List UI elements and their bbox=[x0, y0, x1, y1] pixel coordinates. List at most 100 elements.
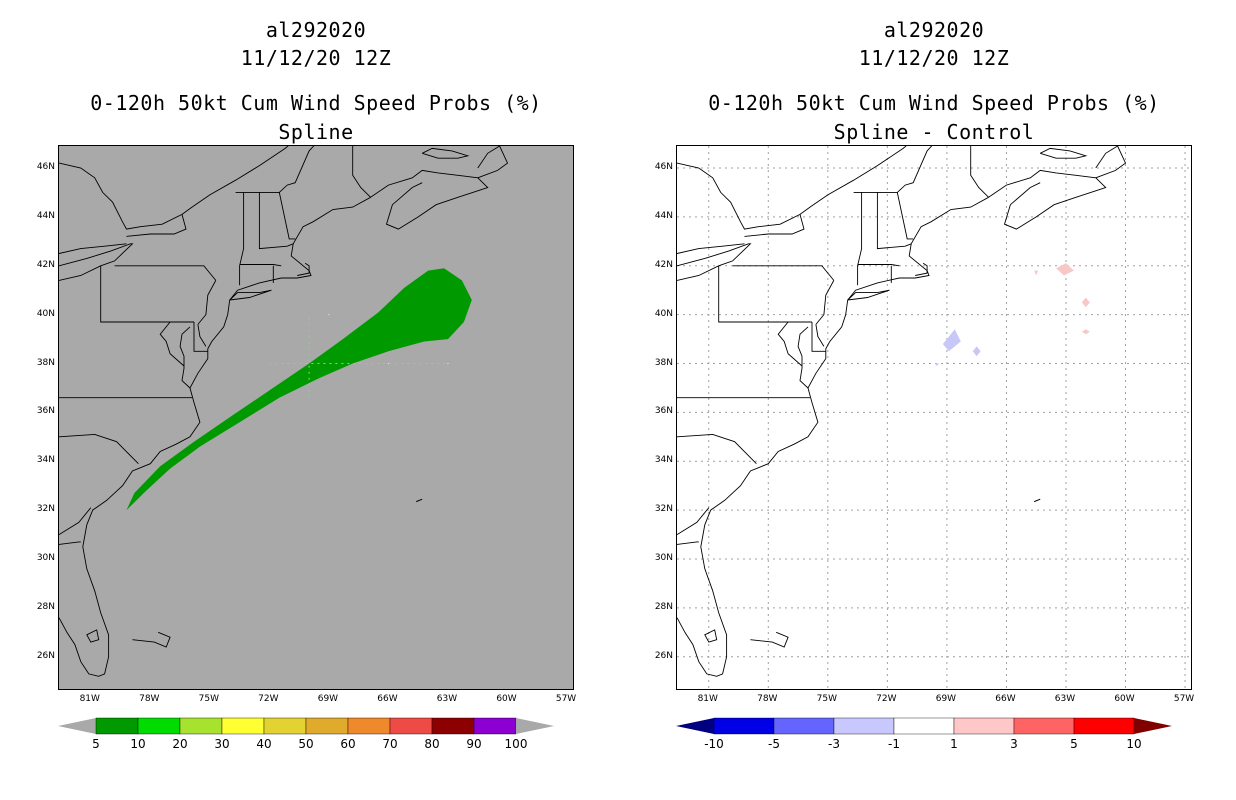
left-coastline bbox=[197, 324, 207, 347]
left-lon-tick-label: 60W bbox=[496, 694, 517, 704]
positive-difference-area bbox=[1081, 297, 1090, 308]
right-colorbar-label: 10 bbox=[1126, 737, 1142, 751]
right-storm-id: al292020 bbox=[883, 18, 985, 42]
left-lake-okeechobee bbox=[86, 629, 100, 643]
left-storm-id: al292020 bbox=[265, 18, 367, 42]
right-state-border bbox=[896, 192, 914, 240]
left-lon-tick-label: 78W bbox=[139, 694, 160, 704]
right-lat-tick-label: 40N bbox=[654, 308, 673, 319]
right-coastline bbox=[744, 214, 805, 237]
right-lat-tick-label: 38N bbox=[654, 357, 673, 368]
right-colorbar-segment bbox=[953, 717, 1015, 735]
left-state-border bbox=[100, 265, 194, 323]
left-lat-tick-label: 40N bbox=[36, 308, 55, 319]
left-bermuda-island bbox=[416, 498, 423, 503]
left-lat-tick-label: 34N bbox=[36, 455, 55, 466]
left-colorbar-label: 10 bbox=[130, 737, 146, 751]
right-state-border bbox=[876, 192, 912, 250]
right-state-border bbox=[811, 322, 826, 352]
right-colorbar-label: -10 bbox=[704, 737, 724, 751]
left-colorbar-segment bbox=[389, 717, 433, 735]
left-lon-tick-label: 81W bbox=[79, 694, 100, 704]
left-state-border bbox=[278, 192, 296, 240]
right-lat-tick-label: 30N bbox=[654, 553, 673, 564]
left-state-border bbox=[59, 433, 139, 465]
left-product-title: 0-120h 50kt Cum Wind Speed Probs (%) bbox=[90, 91, 542, 115]
left-grid-dot bbox=[328, 314, 330, 316]
left-colorbar-segment bbox=[263, 717, 307, 735]
left-colorbar-label: 100 bbox=[504, 737, 528, 751]
left-lat-tick-label: 42N bbox=[36, 259, 55, 270]
positive-difference-area bbox=[1056, 263, 1074, 276]
right-colorbar-label: -1 bbox=[888, 737, 900, 751]
left-state-border bbox=[239, 264, 282, 267]
left-map-panel bbox=[58, 145, 574, 690]
left-colorbar-label: 60 bbox=[340, 737, 356, 751]
right-state-border bbox=[732, 265, 835, 281]
right-colorbar-low-end bbox=[676, 718, 714, 734]
right-datetime: 11/12/20 12Z bbox=[858, 46, 1010, 70]
left-colorbar-segment bbox=[347, 717, 391, 735]
left-state-border bbox=[59, 507, 92, 535]
left-colorbar-label: 40 bbox=[256, 737, 272, 751]
right-state-border bbox=[815, 280, 835, 325]
right-coastline bbox=[1095, 146, 1127, 179]
right-coastline bbox=[847, 289, 890, 301]
right-lat-tick-label: 26N bbox=[654, 650, 673, 661]
right-bermuda-island bbox=[1034, 498, 1041, 503]
left-coastline bbox=[59, 243, 127, 254]
right-coastline bbox=[815, 324, 825, 347]
right-lon-tick-label: 63W bbox=[1054, 694, 1076, 704]
left-grid-dot bbox=[387, 363, 389, 365]
left-colorbar-segment bbox=[137, 717, 181, 735]
left-lon-tick-label: 66W bbox=[377, 694, 398, 704]
right-lon-tick-label: 69W bbox=[935, 694, 957, 704]
right-state-border bbox=[777, 321, 803, 367]
right-colorbar-label: 1 bbox=[950, 737, 958, 751]
left-subtitle: Spline bbox=[278, 120, 354, 144]
left-colorbar-label: 30 bbox=[214, 737, 230, 751]
left-coastline bbox=[59, 146, 289, 230]
right-ocean-background bbox=[677, 146, 1191, 689]
left-coastline bbox=[370, 169, 489, 230]
right-colorbar-segment bbox=[713, 717, 775, 735]
left-state-border bbox=[197, 280, 217, 325]
left-colorbar-segment bbox=[305, 717, 349, 735]
right-lon-tick-label: 72W bbox=[876, 694, 897, 704]
left-coastline bbox=[179, 326, 191, 389]
right-lon-tick-label: 75W bbox=[816, 694, 837, 704]
left-coastline bbox=[422, 147, 470, 159]
right-state-border bbox=[857, 264, 900, 267]
left-state-border bbox=[258, 192, 294, 250]
right-lat-tick-label: 42N bbox=[654, 259, 673, 270]
positive-difference-area bbox=[1081, 329, 1090, 335]
right-coastline bbox=[677, 196, 989, 677]
right-state-border bbox=[677, 541, 699, 545]
left-lon-tick-label: 63W bbox=[436, 694, 458, 704]
left-state-border bbox=[159, 321, 185, 367]
right-subtitle: Spline - Control bbox=[833, 120, 1035, 144]
positive-difference-area bbox=[1034, 270, 1039, 276]
left-lon-tick-label: 69W bbox=[317, 694, 339, 704]
left-colorbar-segment bbox=[95, 717, 139, 735]
negative-difference-area bbox=[935, 363, 939, 366]
left-lat-tick-label: 44N bbox=[36, 210, 55, 221]
right-state-border bbox=[677, 507, 710, 535]
left-state-border bbox=[193, 322, 208, 352]
right-coastline bbox=[988, 169, 1107, 230]
right-colorbar-segment bbox=[1073, 717, 1135, 735]
right-lat-tick-label: 44N bbox=[654, 210, 673, 221]
left-state-border bbox=[235, 146, 371, 198]
left-coastline bbox=[477, 146, 509, 179]
left-lon-tick-label: 75W bbox=[198, 694, 219, 704]
left-lat-tick-label: 26N bbox=[36, 650, 55, 661]
right-lat-tick-label: 34N bbox=[654, 455, 673, 466]
right-state-border bbox=[718, 265, 812, 323]
left-colorbar bbox=[58, 716, 554, 740]
right-product-title: 0-120h 50kt Cum Wind Speed Probs (%) bbox=[708, 91, 1160, 115]
right-coastline bbox=[677, 146, 907, 230]
left-lat-tick-label: 46N bbox=[36, 161, 55, 172]
left-lon-tick-label: 57W bbox=[555, 694, 577, 704]
right-coastline bbox=[677, 243, 745, 254]
right-coastline bbox=[797, 326, 809, 389]
